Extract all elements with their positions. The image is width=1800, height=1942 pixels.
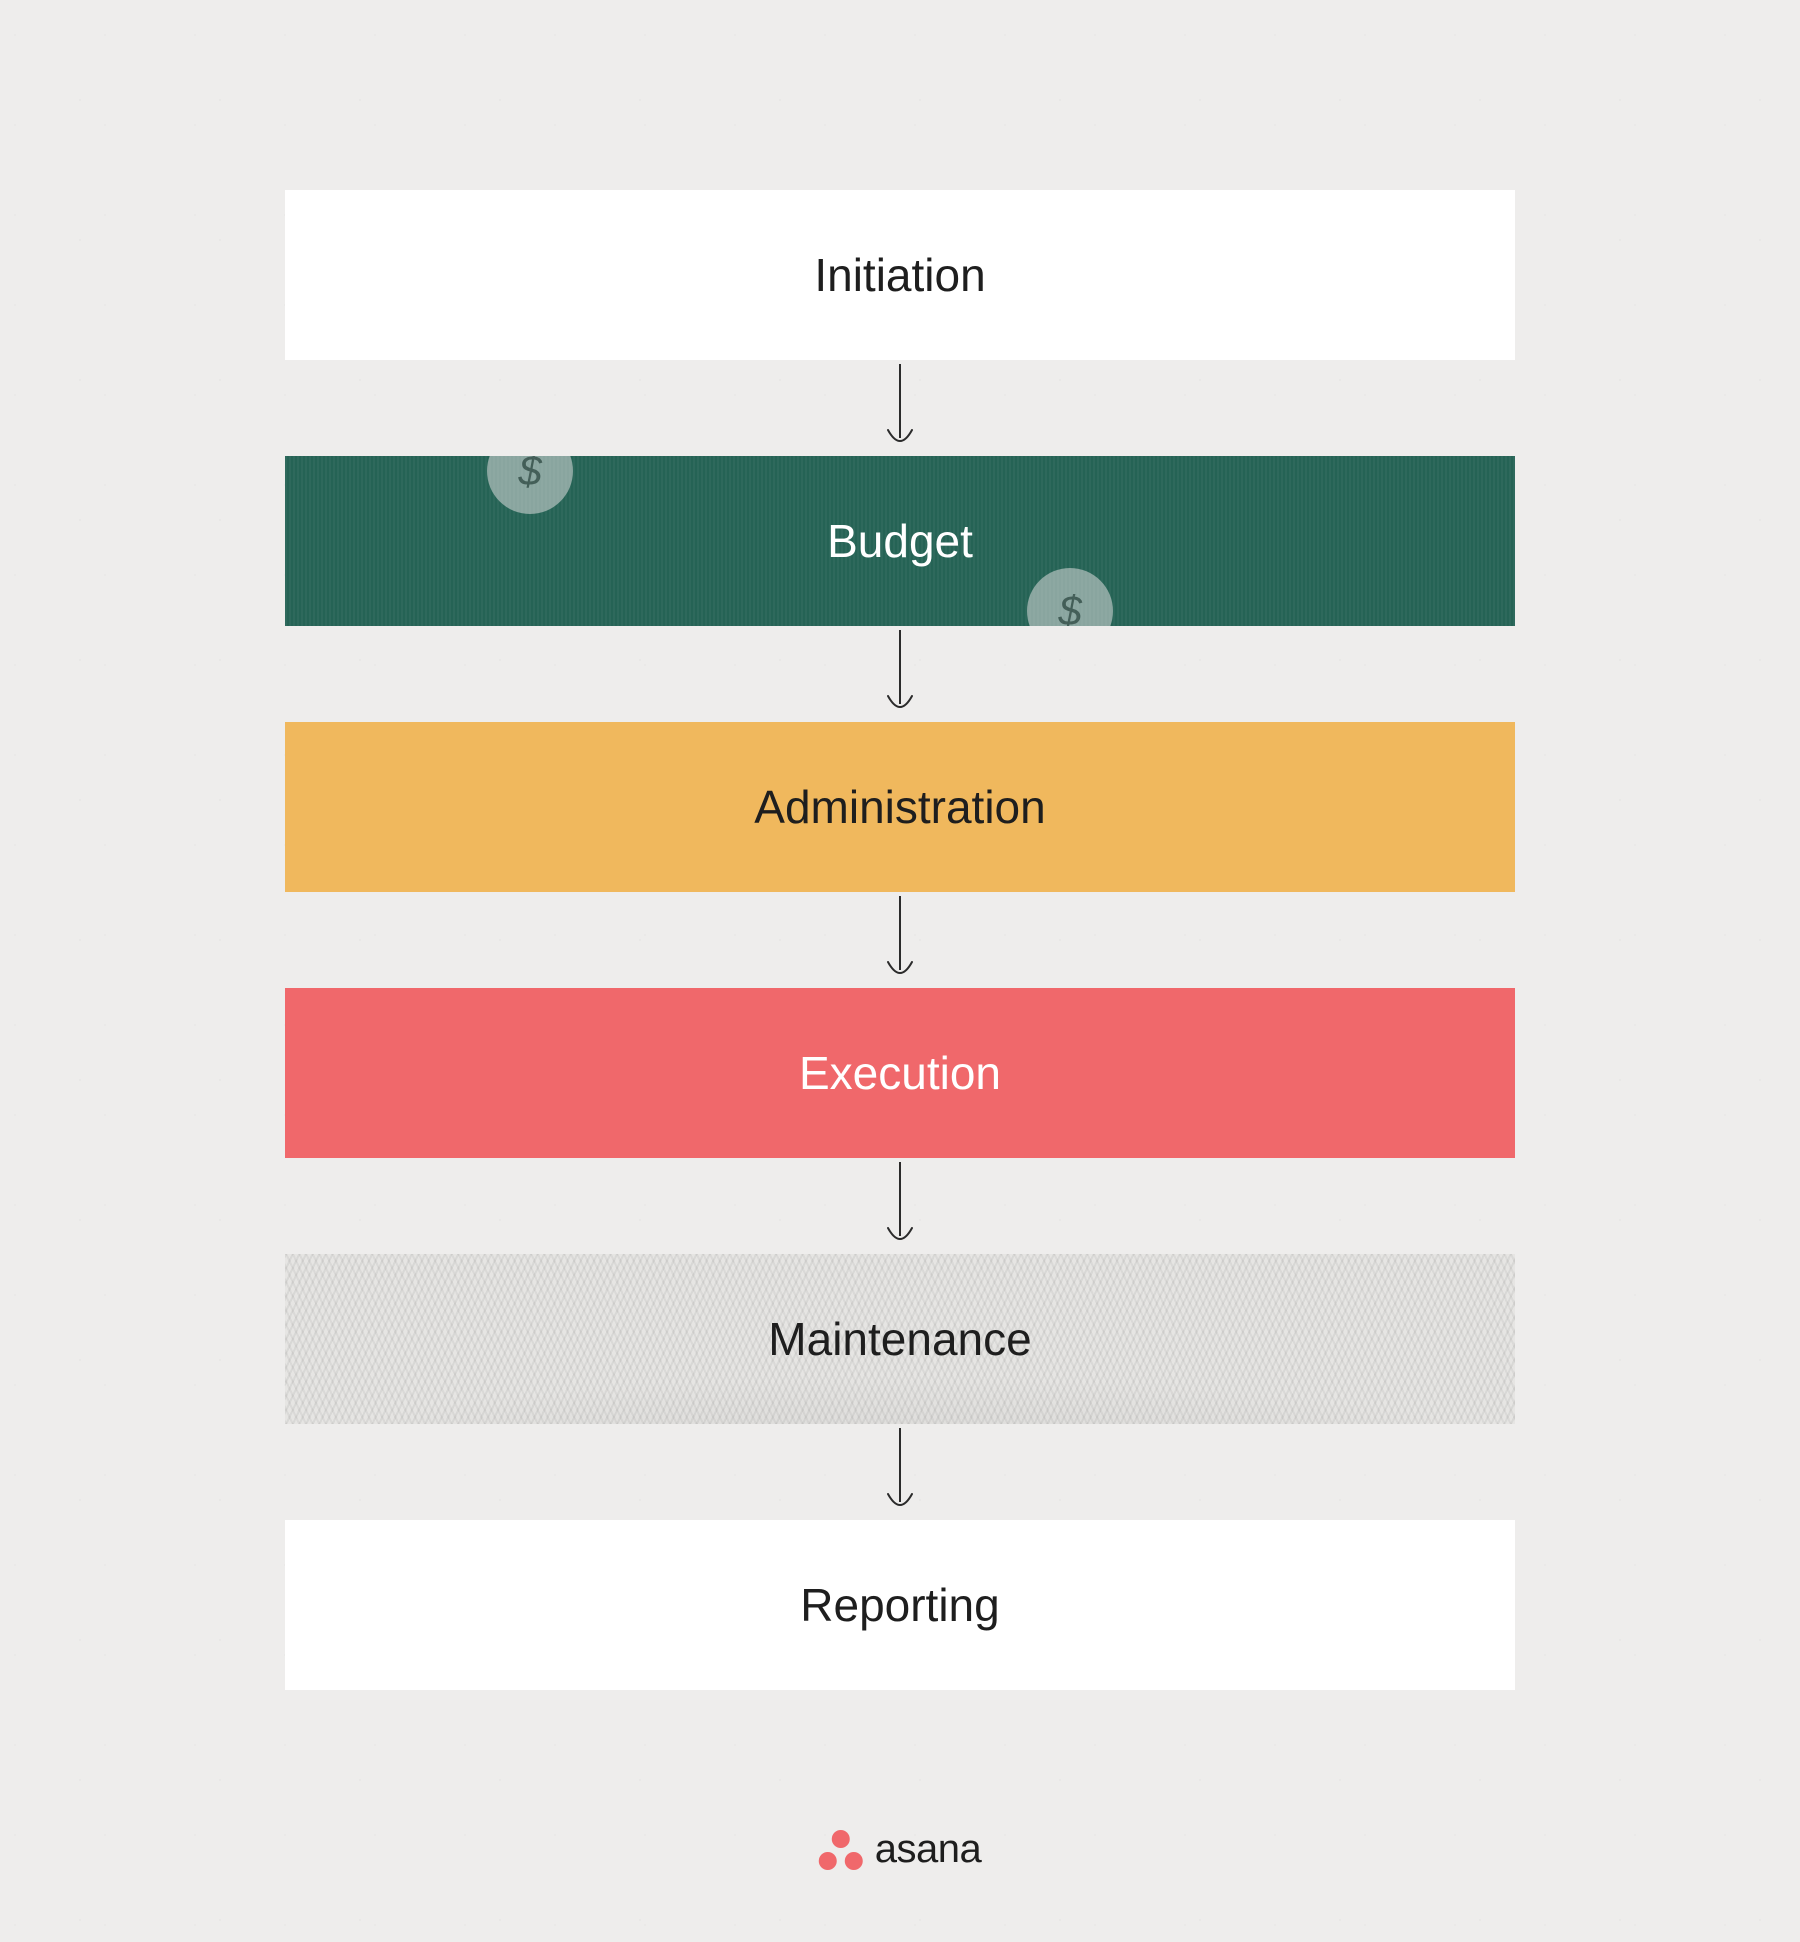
step-reporting: Reporting — [285, 1520, 1515, 1690]
flow-arrow-icon — [880, 892, 920, 988]
brand-name: asana — [875, 1827, 981, 1872]
step-label: Execution — [799, 1046, 1001, 1100]
process-flow: Initiation Budget $ $ Administration Execu… — [285, 190, 1515, 1690]
flow-arrow-icon — [880, 626, 920, 722]
step-label: Administration — [754, 780, 1045, 834]
step-label: Reporting — [800, 1578, 999, 1632]
step-maintenance: Maintenance — [285, 1254, 1515, 1424]
step-label: Budget — [827, 514, 973, 568]
dollar-coin-icon: $ — [487, 456, 573, 514]
brand-footer: asana — [819, 1827, 981, 1872]
dollar-coin-icon: $ — [1027, 568, 1113, 626]
step-initiation: Initiation — [285, 190, 1515, 360]
flow-arrow-icon — [880, 360, 920, 456]
infographic-canvas: Initiation Budget $ $ Administration Execu… — [0, 0, 1800, 1942]
step-label: Initiation — [814, 248, 985, 302]
step-label: Maintenance — [768, 1312, 1031, 1366]
step-budget: Budget $ $ — [285, 456, 1515, 626]
flow-arrow-icon — [880, 1424, 920, 1520]
step-execution: Execution — [285, 988, 1515, 1158]
step-administration: Administration — [285, 722, 1515, 892]
asana-logo-icon — [819, 1830, 863, 1870]
flow-arrow-icon — [880, 1158, 920, 1254]
